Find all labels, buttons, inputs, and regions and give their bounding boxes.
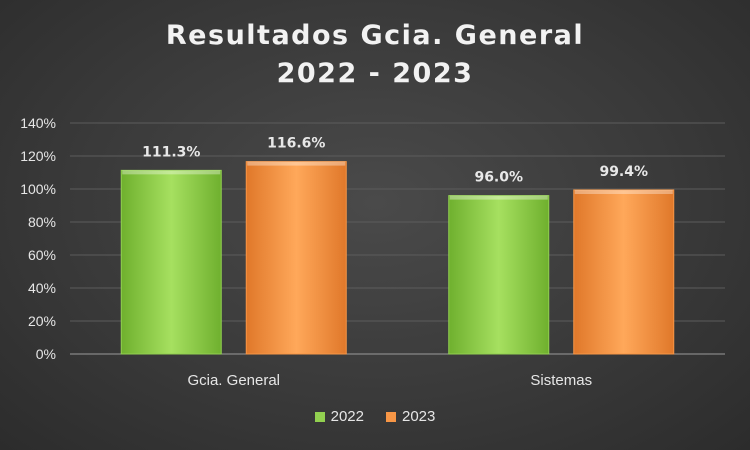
y-tick-label: 80%	[28, 214, 56, 230]
bar-highlight	[574, 189, 673, 194]
legend-item-2023: 2023	[386, 408, 435, 425]
bar-highlight	[449, 195, 548, 200]
bar-2022-1	[448, 195, 550, 355]
category-label: Sistemas	[530, 372, 592, 389]
chart-subtitle: 2022 - 2023	[276, 58, 474, 89]
category-label: Gcia. General	[187, 372, 280, 389]
y-tick-label: 120%	[20, 148, 56, 164]
y-tick-label: 0%	[36, 346, 56, 362]
bar-2023-1	[573, 189, 675, 355]
data-label-2023-0: 116.6%	[267, 136, 325, 152]
data-label-2022-0: 111.3%	[142, 144, 200, 160]
legend-item-2022: 2022	[314, 408, 364, 425]
y-tick-label: 100%	[20, 181, 56, 197]
bar-2022-0	[120, 169, 222, 355]
bar-2023-0	[245, 161, 347, 355]
bar-highlight	[247, 161, 346, 166]
y-tick-label: 20%	[28, 313, 56, 329]
y-tick-label: 40%	[28, 280, 56, 296]
bar-highlight	[122, 170, 221, 175]
y-tick-label: 60%	[28, 247, 56, 263]
data-label-2023-1: 99.4%	[599, 164, 648, 180]
legend-label-2023: 2023	[402, 408, 436, 425]
legend-swatch-2022	[314, 411, 325, 422]
chart-title: Resultados Gcia. General	[165, 20, 585, 51]
data-label-2022-1: 96.0%	[474, 170, 523, 186]
legend-label-2022: 2022	[330, 408, 364, 425]
y-tick-label: 140%	[20, 115, 56, 131]
chart-legend: 2022 2023	[0, 408, 750, 425]
legend-swatch-2023	[386, 411, 396, 422]
